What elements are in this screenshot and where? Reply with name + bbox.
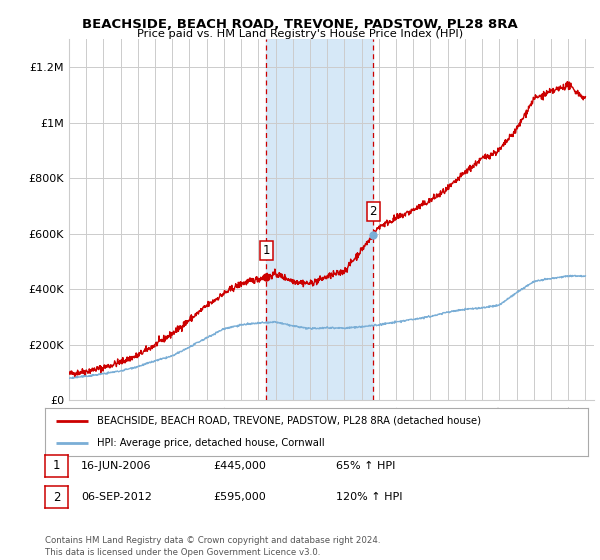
Text: 2: 2	[370, 205, 377, 218]
Text: £595,000: £595,000	[213, 492, 266, 502]
Text: £445,000: £445,000	[213, 461, 266, 471]
Text: BEACHSIDE, BEACH ROAD, TREVONE, PADSTOW, PL28 8RA: BEACHSIDE, BEACH ROAD, TREVONE, PADSTOW,…	[82, 18, 518, 31]
Text: BEACHSIDE, BEACH ROAD, TREVONE, PADSTOW, PL28 8RA (detached house): BEACHSIDE, BEACH ROAD, TREVONE, PADSTOW,…	[97, 416, 481, 426]
Text: 1: 1	[263, 244, 270, 257]
Text: 120% ↑ HPI: 120% ↑ HPI	[336, 492, 403, 502]
Text: Contains HM Land Registry data © Crown copyright and database right 2024.
This d: Contains HM Land Registry data © Crown c…	[45, 536, 380, 557]
Text: 16-JUN-2006: 16-JUN-2006	[81, 461, 151, 471]
Text: 2: 2	[53, 491, 60, 504]
Text: HPI: Average price, detached house, Cornwall: HPI: Average price, detached house, Corn…	[97, 438, 324, 448]
Text: 65% ↑ HPI: 65% ↑ HPI	[336, 461, 395, 471]
Text: 1: 1	[53, 459, 60, 473]
Text: Price paid vs. HM Land Registry's House Price Index (HPI): Price paid vs. HM Land Registry's House …	[137, 29, 463, 39]
Bar	[266, 39, 373, 400]
Text: 06-SEP-2012: 06-SEP-2012	[81, 492, 152, 502]
